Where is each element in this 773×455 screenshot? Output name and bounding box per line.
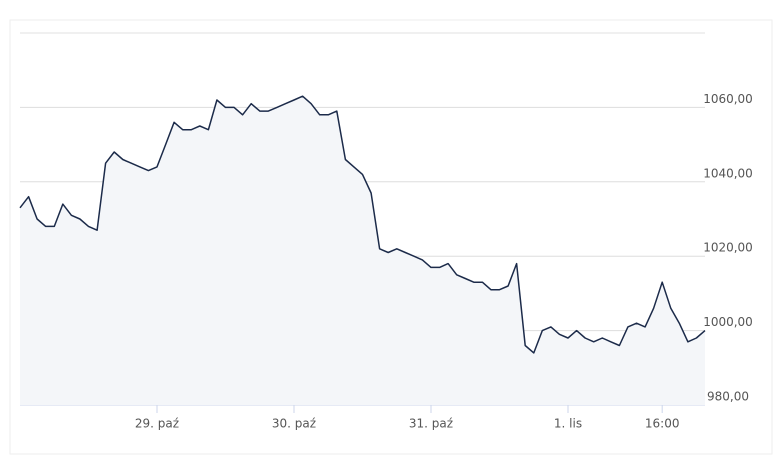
y-tick-label: 1060,00 bbox=[703, 92, 753, 106]
y-tick-label: 1000,00 bbox=[703, 315, 753, 329]
x-tick-label: 16:00 bbox=[645, 417, 680, 431]
x-tick-label: 1. lis bbox=[554, 417, 582, 431]
labels: 980,00 1000,00 1020,00 1040,00 1060,00 29. pa… bbox=[135, 92, 753, 431]
x-tick-label: 31. paź bbox=[409, 417, 453, 431]
area bbox=[20, 96, 705, 405]
line bbox=[19, 95, 706, 354]
x-tick-label: 29. paź bbox=[135, 417, 179, 431]
plot bbox=[19, 95, 706, 405]
y-tick-label: 980,00 bbox=[707, 390, 749, 404]
x-tick-label: 30. paź bbox=[272, 417, 316, 431]
y-tick-label: 1040,00 bbox=[703, 166, 753, 180]
frame bbox=[9, 19, 773, 455]
y-tick-label: 1020,00 bbox=[703, 241, 753, 255]
